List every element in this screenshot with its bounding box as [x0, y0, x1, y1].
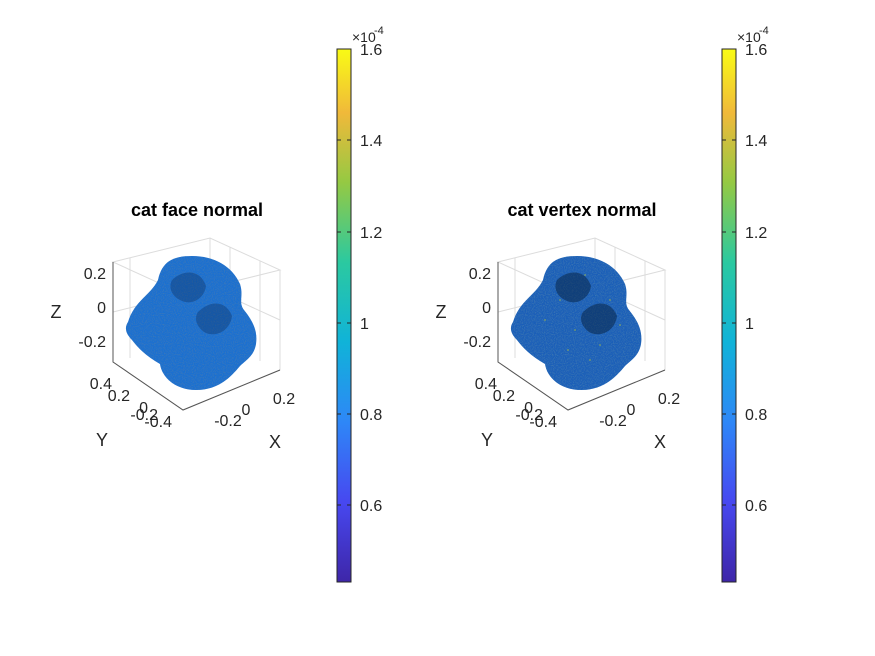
highlight-speckles: [544, 274, 621, 361]
y-tick-label: -0.4: [529, 414, 557, 431]
point-cloud: [510, 256, 642, 390]
cat-model-body: [510, 256, 642, 390]
axis-lines: [112, 262, 281, 411]
y-axis-label: Y: [96, 430, 108, 450]
x-axis-label: X: [654, 432, 666, 452]
y-tick-label: 0.2: [493, 388, 515, 405]
colorbar-tick-label: 1.2: [745, 225, 767, 242]
colorbar-exponent: ×10 -4: [737, 25, 769, 45]
colorbar-tick-labels: 1.6 1.4 1.2 1 0.8 0.6: [360, 42, 382, 515]
colorbar-exponent-base: ×10: [352, 29, 376, 45]
y-tick-label: -0.4: [144, 414, 172, 431]
y-tick-label: 0.2: [108, 388, 130, 405]
z-tick-label: 0.2: [469, 266, 491, 283]
subplot-face-normal: cat face normal 0.2 0 -0.2: [51, 25, 384, 583]
x-tick-label: -0.2: [214, 413, 242, 430]
plot-title: cat vertex normal: [507, 200, 656, 220]
colorbar: 1.6 1.4 1.2 1 0.8 0.6 ×10 -4: [721, 25, 769, 583]
z-tick-label: 0: [97, 300, 106, 317]
colorbar-exponent-base: ×10: [737, 29, 761, 45]
colorbar-tick-label: 1.4: [745, 133, 767, 150]
y-tick-label: 0: [524, 400, 533, 417]
z-axis-label: Z: [51, 302, 62, 322]
colorbar-exponent-power: -4: [759, 25, 769, 37]
colorbar-tick-label: 0.8: [360, 407, 382, 424]
colorbar-ticks: [722, 48, 736, 506]
colorbar-tick-label: 1.4: [360, 133, 382, 150]
colorbar-ticks: [337, 48, 351, 506]
y-tick-label: -0.2: [515, 407, 543, 424]
colorbar-tick-label: 1.6: [360, 42, 382, 59]
y-ticks: 0.4 0.2 0 -0.2 -0.4: [475, 376, 557, 431]
plot-title: cat face normal: [131, 200, 263, 220]
z-tick-label: -0.2: [78, 334, 106, 351]
colorbar-exponent-power: -4: [374, 25, 384, 37]
z-tick-label: -0.2: [463, 334, 491, 351]
colorbar-tick-label: 0.6: [745, 498, 767, 515]
cat-model-body: [125, 256, 257, 390]
subplot-vertex-normal: cat vertex normal: [436, 25, 769, 583]
colorbar-tick-label: 1.2: [360, 225, 382, 242]
colorbar-gradient: [336, 48, 352, 583]
x-tick-label: -0.2: [599, 413, 627, 430]
axis-lines: [497, 262, 666, 411]
colorbar-tick-label: 1: [745, 316, 754, 333]
x-ticks: -0.2 0 0.2: [214, 391, 295, 430]
colorbar-gradient: [721, 48, 737, 583]
shading: [555, 272, 617, 335]
y-ticks: 0.4 0.2 0 -0.2 -0.4: [90, 376, 172, 431]
colorbar-tick-label: 1.6: [745, 42, 767, 59]
colorbar-tick-label: 1: [360, 316, 369, 333]
colorbar-tick-label: 0.6: [360, 498, 382, 515]
x-axis-label: X: [269, 432, 281, 452]
y-axis-label: Y: [481, 430, 493, 450]
x-tick-label: 0: [627, 402, 636, 419]
y-tick-label: 0.4: [475, 376, 497, 393]
z-ticks: 0.2 0 -0.2: [463, 266, 491, 351]
z-ticks: 0.2 0 -0.2: [78, 266, 106, 351]
shading: [170, 272, 232, 335]
point-cloud: [125, 256, 257, 390]
x-ticks: -0.2 0 0.2: [599, 391, 680, 430]
y-tick-label: 0.4: [90, 376, 112, 393]
y-tick-label: -0.2: [130, 407, 158, 424]
x-tick-label: 0.2: [273, 391, 295, 408]
y-tick-label: 0: [139, 400, 148, 417]
colorbar-tick-labels: 1.6 1.4 1.2 1 0.8 0.6: [745, 42, 767, 515]
x-tick-label: 0.2: [658, 391, 680, 408]
z-axis-label: Z: [436, 302, 447, 322]
colorbar-tick-label: 0.8: [745, 407, 767, 424]
z-tick-label: 0: [482, 300, 491, 317]
x-tick-label: 0: [242, 402, 251, 419]
colorbar: 1.6 1.4 1.2 1 0.8 0.6 ×10 -4: [336, 25, 384, 583]
colorbar-exponent: ×10 -4: [352, 25, 384, 45]
z-tick-label: 0.2: [84, 266, 106, 283]
